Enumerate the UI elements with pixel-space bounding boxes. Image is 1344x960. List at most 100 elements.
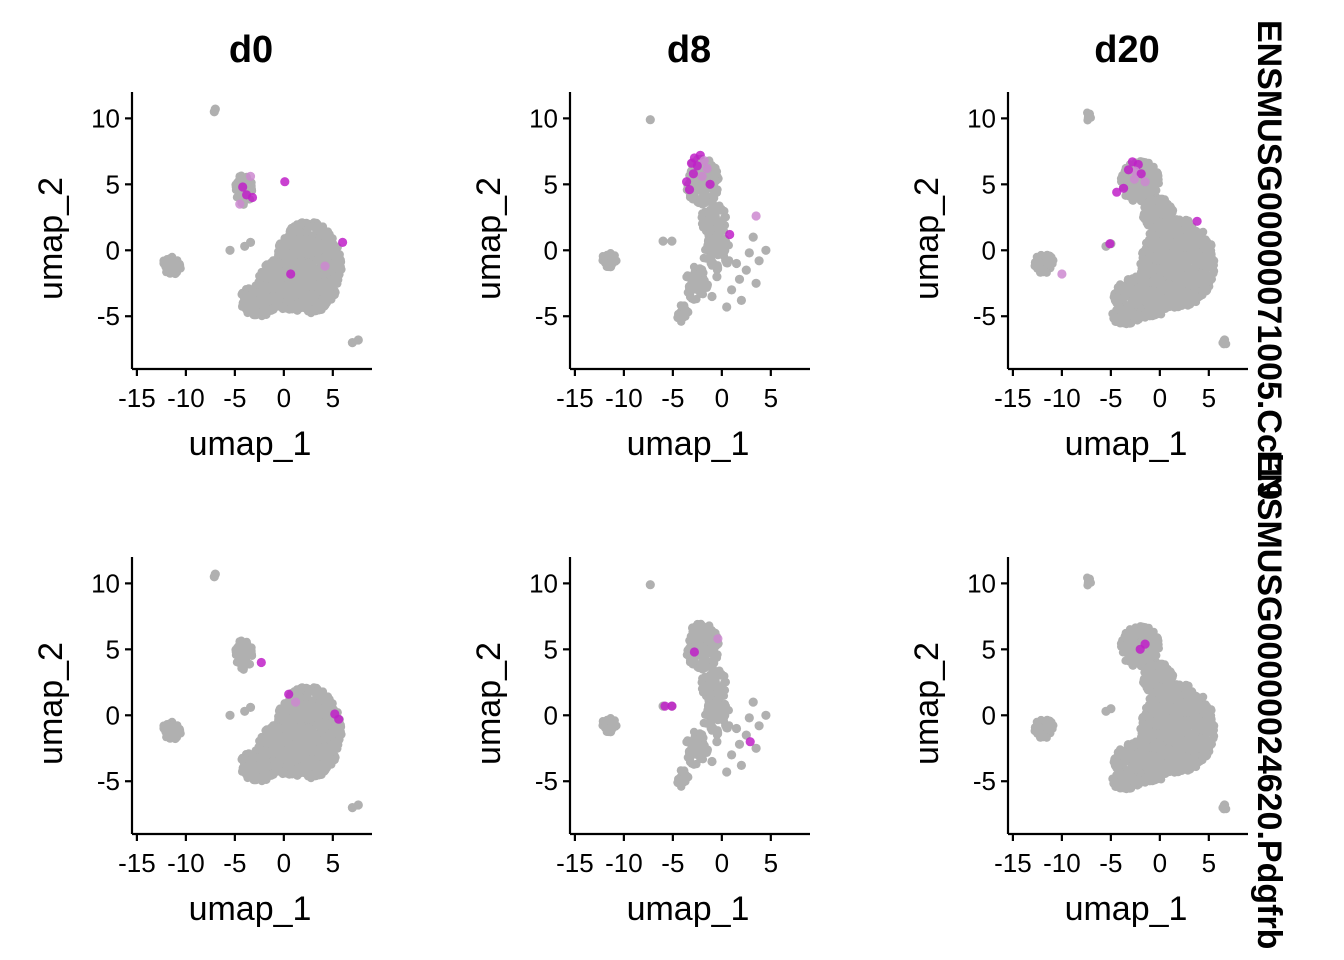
cell-point — [695, 183, 704, 192]
cell-point — [694, 268, 704, 278]
cell-point — [1152, 236, 1162, 246]
expressing-cells — [1057, 157, 1202, 279]
y-tick-label: 5 — [544, 169, 558, 199]
cell-point — [1141, 246, 1150, 255]
cell-point — [1170, 292, 1180, 301]
cell-point — [1135, 275, 1144, 284]
cell-point — [1119, 288, 1129, 297]
cell-point — [323, 752, 332, 762]
cell-point — [748, 232, 758, 242]
cell-point — [1151, 185, 1161, 195]
cell-point — [313, 735, 322, 744]
cell-point — [335, 252, 344, 261]
cell-point — [301, 290, 311, 300]
x-axis-title: umap_1 — [189, 890, 312, 928]
cell-point — [1166, 259, 1175, 268]
background-cells — [159, 104, 363, 348]
axes — [130, 92, 372, 371]
row-gene-label-0: ENSMUSG00000071005.Ccl19 — [1250, 20, 1288, 500]
cell-point — [1143, 254, 1152, 264]
cell-point — [327, 281, 336, 291]
row-label-group-0: ENSMUSG00000071005.Ccl19 — [1250, 20, 1288, 500]
cell-point — [1145, 165, 1154, 174]
expressing-cell-point — [286, 269, 296, 279]
cell-point — [315, 226, 324, 235]
x-tick-label: 5 — [1202, 383, 1216, 413]
row-label-group-1: ENSMUSG00000024620.Pdgfrb — [1250, 451, 1288, 950]
cell-point — [667, 236, 677, 246]
cell-point — [320, 301, 330, 310]
axes — [568, 92, 810, 371]
cell-point — [1148, 277, 1157, 286]
cell-point — [283, 720, 293, 729]
cell-point — [319, 239, 328, 248]
cell-point — [711, 677, 720, 686]
expressing-cell-point — [751, 211, 761, 221]
cell-point — [262, 294, 271, 303]
cell-point — [1142, 185, 1151, 194]
cell-point — [1037, 264, 1046, 274]
cell-point — [237, 755, 246, 764]
cell-point — [658, 236, 668, 246]
cell-point — [318, 255, 328, 264]
cell-point — [1163, 199, 1172, 209]
cell-point — [1132, 183, 1142, 192]
cell-point — [276, 267, 286, 276]
y-axis-title: umap_2 — [32, 642, 70, 765]
cell-point — [705, 684, 715, 693]
cell-point — [266, 266, 276, 276]
cell-point — [262, 304, 271, 313]
cell-point — [1154, 195, 1163, 205]
cell-point — [318, 720, 328, 729]
panel-title-d20: d20 — [1094, 29, 1159, 71]
cell-point — [301, 755, 311, 765]
cell-point — [1197, 279, 1206, 288]
cell-point — [168, 262, 177, 271]
cell-point — [715, 202, 724, 211]
cell-point — [296, 763, 305, 772]
cell-point — [1142, 271, 1151, 280]
cell-point — [1170, 250, 1179, 259]
cell-point — [231, 185, 241, 195]
cell-point — [1127, 283, 1136, 292]
cell-point — [689, 262, 699, 272]
y-tick-label: 10 — [967, 103, 996, 133]
cell-point — [721, 238, 731, 248]
cell-point — [1207, 253, 1217, 263]
cell-point — [293, 685, 302, 695]
cell-point — [1181, 233, 1190, 242]
cell-point — [1083, 115, 1093, 124]
cell-point — [261, 746, 270, 755]
cell-point — [1162, 280, 1172, 289]
cell-point — [722, 259, 731, 268]
expressing-cell-point — [1192, 216, 1202, 226]
cell-point — [722, 302, 732, 312]
x-tick-label: -5 — [223, 848, 246, 878]
cell-point — [1182, 288, 1191, 297]
y-tick-label: -5 — [97, 301, 120, 331]
cell-point — [1183, 251, 1192, 260]
cell-point — [721, 212, 730, 222]
y-axis-title: umap_2 — [32, 177, 70, 300]
cell-point — [176, 264, 185, 273]
cell-point — [698, 189, 708, 199]
cell-point — [1157, 255, 1167, 264]
cell-point — [1157, 209, 1167, 219]
cell-point — [1128, 190, 1138, 199]
cell-point — [1160, 238, 1170, 247]
cell-point — [290, 731, 299, 740]
cell-point — [761, 245, 771, 255]
cell-point — [298, 280, 307, 289]
cell-point — [285, 305, 294, 314]
y-tick-label: -5 — [535, 301, 558, 331]
cell-point — [162, 255, 172, 264]
cell-point — [171, 734, 180, 744]
cell-point — [715, 667, 724, 676]
cell-point — [295, 707, 305, 716]
expressing-cell-point — [245, 171, 256, 181]
cell-point — [327, 746, 336, 756]
cell-point — [314, 745, 323, 755]
cell-point — [234, 641, 244, 650]
